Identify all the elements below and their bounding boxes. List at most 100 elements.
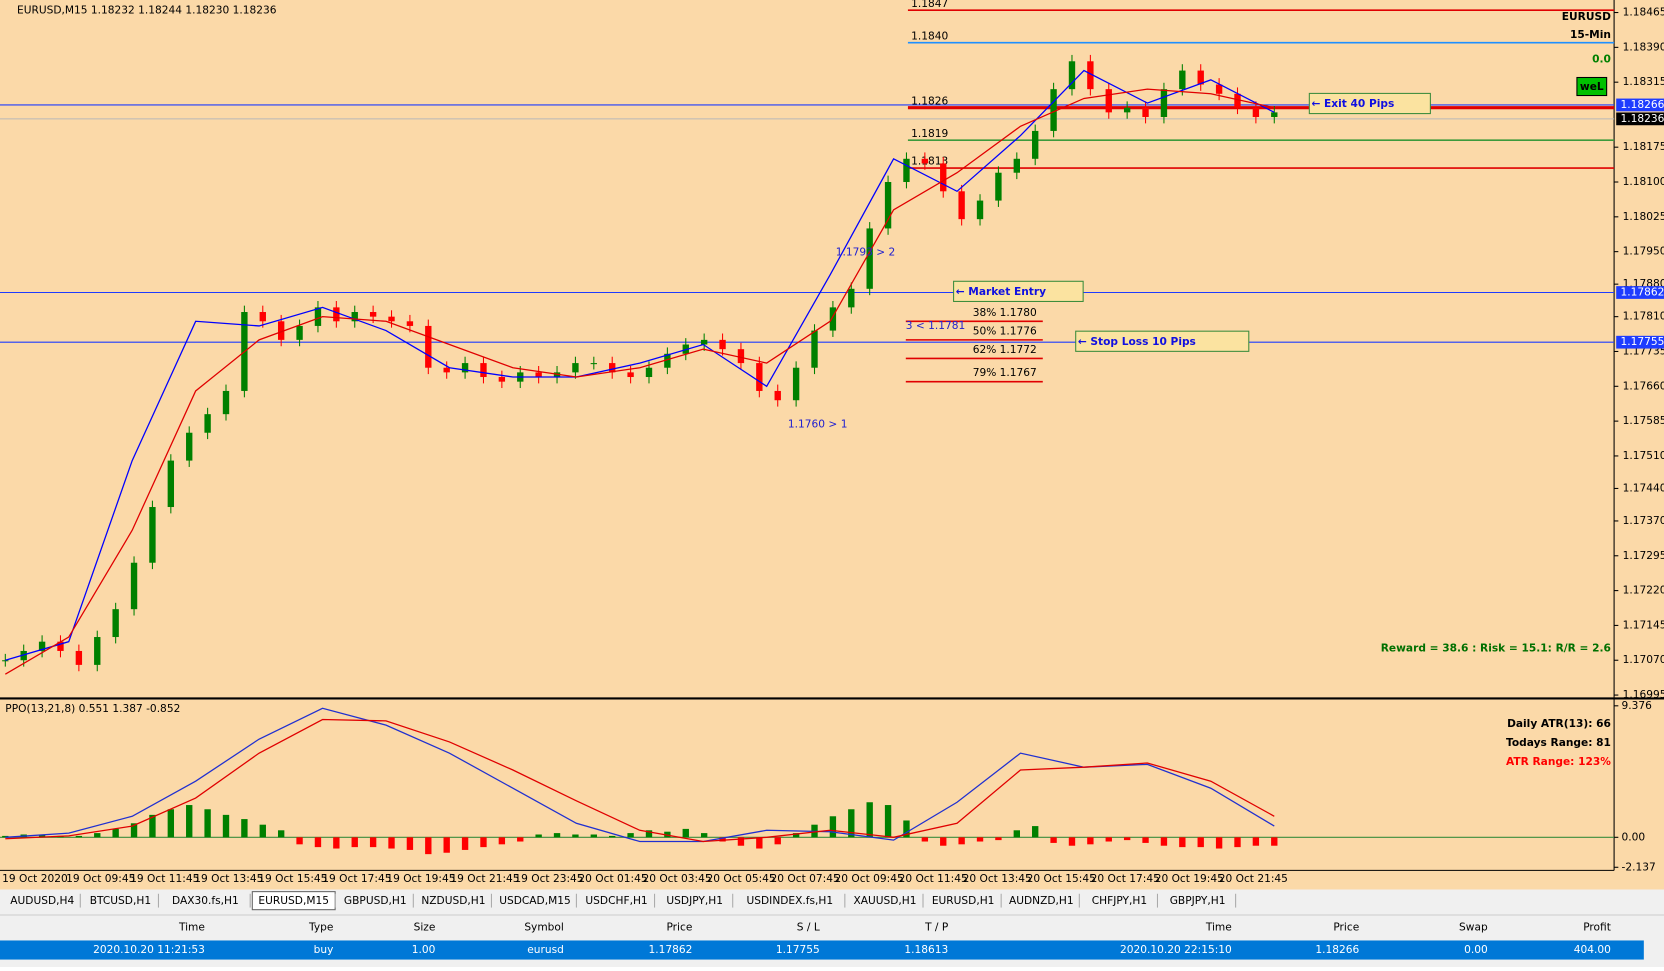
histogram-bar xyxy=(461,837,469,850)
tab[interactable] xyxy=(578,891,655,910)
y-tick-label: 1.18175 xyxy=(1623,140,1664,153)
tab[interactable] xyxy=(1081,891,1158,910)
candle xyxy=(186,432,193,461)
y-tick-label: 0.00 xyxy=(1622,830,1646,843)
x-tick-label: 20 Oct 01:45 xyxy=(578,872,647,885)
tab[interactable] xyxy=(656,891,733,910)
tab-label: XAUUSD,H1 xyxy=(853,894,916,907)
tab[interactable] xyxy=(1159,891,1236,910)
tab-label: BTCUSD,H1 xyxy=(90,894,151,907)
histogram-bar xyxy=(682,828,689,838)
candle xyxy=(296,325,303,340)
histogram-bar xyxy=(1068,837,1076,846)
column-header: Symbol xyxy=(524,921,564,934)
histogram-bar xyxy=(884,805,892,838)
histogram-bar xyxy=(774,837,781,845)
y-tick-label: 1.17440 xyxy=(1623,481,1664,494)
tab[interactable] xyxy=(415,891,492,910)
price-tag: 1.17755 xyxy=(1620,335,1664,348)
level-label: 1.1813 xyxy=(911,155,948,168)
x-tick-label: 19 Oct 13:45 xyxy=(194,872,263,885)
column-header: T / P xyxy=(924,921,949,934)
histogram-bar xyxy=(792,833,800,838)
tab-label: AUDUSD,H4 xyxy=(10,894,74,907)
candle xyxy=(314,307,322,326)
candle xyxy=(1215,84,1223,94)
label-box xyxy=(1075,330,1250,352)
column-header: Type xyxy=(308,921,333,934)
histogram-bar xyxy=(498,837,506,845)
price-tag-bg xyxy=(1616,335,1664,349)
tab-label: GBPUSD,H1 xyxy=(344,894,407,907)
price-tag: 1.18266 xyxy=(1620,98,1664,111)
indicator-stat: Daily ATR(13): 66 xyxy=(1507,717,1611,730)
cell: 404.00 xyxy=(1574,943,1611,956)
histogram-bar xyxy=(1271,837,1278,846)
fib-label: 38% 1.1780 xyxy=(973,306,1037,319)
tab[interactable] xyxy=(734,891,845,910)
level-label: 1.1840 xyxy=(911,29,948,42)
tab-label: EURUSD,H1 xyxy=(932,894,995,907)
tab-label: AUDNZD,H1 xyxy=(1009,894,1074,907)
candle xyxy=(20,650,27,661)
histogram-bar xyxy=(112,828,119,838)
fib-label: 62% 1.1772 xyxy=(973,343,1037,356)
y-tick-label: 1.18390 xyxy=(1623,40,1664,53)
candle xyxy=(94,637,101,665)
candle xyxy=(480,363,487,378)
histogram-bar xyxy=(700,833,708,838)
candle xyxy=(130,562,138,610)
candle xyxy=(645,367,653,378)
tab[interactable] xyxy=(846,891,924,910)
y-tick-label: 1.16995 xyxy=(1623,688,1664,701)
y-tick-label: 1.17660 xyxy=(1623,379,1664,392)
histogram-bar xyxy=(866,802,873,838)
x-tick-label: 20 Oct 13:45 xyxy=(963,872,1032,885)
candle xyxy=(259,312,266,322)
candle xyxy=(149,507,156,563)
tab-label: DAX30.fs,H1 xyxy=(172,894,239,907)
level-label: 1.1819 xyxy=(911,127,948,140)
x-tick-label: 20 Oct 21:45 xyxy=(1219,872,1288,885)
tab[interactable] xyxy=(4,891,81,910)
column-header: Time xyxy=(1205,921,1232,934)
y-tick-label: 1.18315 xyxy=(1623,75,1664,88)
histogram-bar xyxy=(333,837,340,849)
histogram-bar xyxy=(38,834,46,838)
y-tick-label: 1.17585 xyxy=(1623,414,1664,427)
chart-header: EURUSD,M15 1.18232 1.18244 1.18230 1.182… xyxy=(17,4,277,17)
tab[interactable] xyxy=(160,891,251,910)
tab[interactable] xyxy=(82,891,159,910)
tab[interactable] xyxy=(1003,891,1080,910)
reward-text: Reward = 38.6 : Risk = 15.1: R/R = 2.6 xyxy=(1381,642,1611,655)
y-tick-label: 1.17810 xyxy=(1623,310,1664,323)
candle xyxy=(498,377,506,382)
histogram-bar xyxy=(903,820,910,838)
candle xyxy=(958,191,965,220)
timeframe: 15-Min xyxy=(1570,28,1611,41)
histogram-bar xyxy=(1179,837,1186,848)
tab[interactable] xyxy=(493,891,577,910)
price-tag: 1.18236 xyxy=(1620,112,1664,125)
histogram-bar xyxy=(737,837,745,846)
y-tick-label: 1.17950 xyxy=(1623,245,1664,258)
histogram-bar xyxy=(553,833,561,838)
y-tick-label: 1.17370 xyxy=(1623,514,1664,527)
x-tick-label: 19 Oct 15:45 xyxy=(258,872,327,885)
cell: 2020.10.20 22:15:10 xyxy=(1120,943,1232,956)
histogram-bar xyxy=(535,834,542,838)
column-header: Size xyxy=(414,921,436,934)
row-selected[interactable] xyxy=(0,940,1644,960)
x-tick-label: 19 Oct 09:45 xyxy=(66,872,135,885)
annotation: 1.1760 > 1 xyxy=(788,418,848,431)
histogram-bar xyxy=(1032,826,1039,838)
tab-label: USDCHF,H1 xyxy=(585,894,647,907)
cell: 2020.10.20 11:21:53 xyxy=(93,943,205,956)
tab[interactable] xyxy=(337,891,414,910)
tab[interactable] xyxy=(925,891,1002,910)
histogram-bar xyxy=(848,809,855,838)
x-tick-label: 19 Oct 17:45 xyxy=(322,872,391,885)
candle xyxy=(1123,107,1131,113)
label-box xyxy=(1308,92,1431,115)
histogram-bar xyxy=(921,837,929,842)
